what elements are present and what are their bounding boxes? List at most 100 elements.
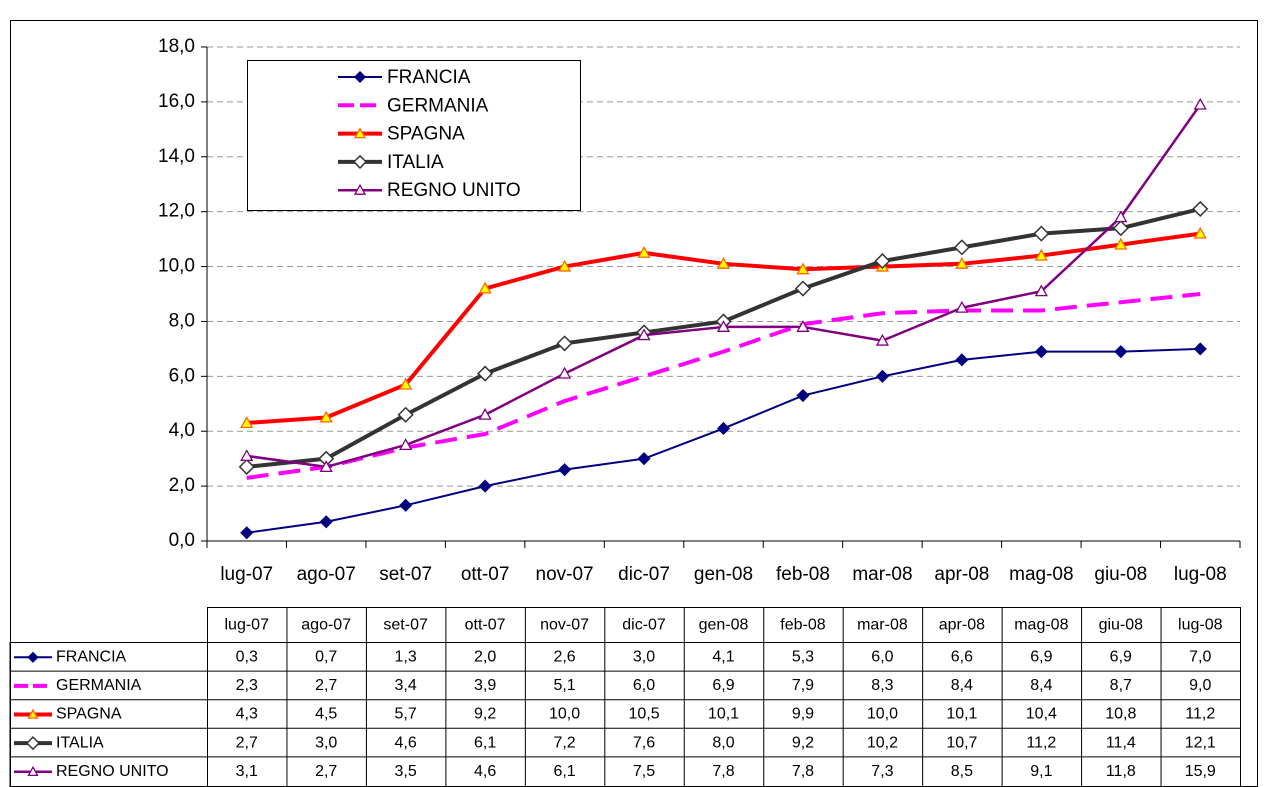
data-point: [796, 388, 810, 403]
table-cell: 7,8: [792, 763, 814, 780]
table-cell: 10,5: [628, 706, 659, 723]
y-tick-label: 8,0: [169, 310, 195, 331]
table-header: lug-08: [1178, 617, 1223, 634]
table-cell: 11,2: [1026, 734, 1056, 751]
data-point: [556, 335, 573, 352]
y-tick-label: 16,0: [158, 91, 195, 112]
data-point: [477, 365, 494, 382]
table-cell: 10,7: [946, 734, 977, 751]
data-point: [875, 333, 890, 346]
legend-label: ITALIA: [387, 152, 444, 173]
legend-label: SPAGNA: [387, 124, 465, 145]
table-cell: 7,5: [633, 763, 655, 780]
chart-frame: [10, 20, 1258, 787]
table-cell: 6,0: [633, 677, 655, 694]
x-tick-label: mag-08: [1009, 564, 1073, 585]
y-tick-label: 2,0: [169, 475, 195, 496]
data-point: [1192, 200, 1209, 217]
table-cell: 9,2: [474, 706, 496, 723]
legend-label: GERMANIA: [387, 95, 489, 116]
table-header: gen-08: [699, 617, 749, 634]
x-tick-label: feb-08: [776, 564, 830, 585]
data-point: [319, 410, 333, 423]
data-point: [953, 239, 970, 256]
table-legend-marker: [25, 736, 41, 751]
legend-marker: [353, 183, 367, 195]
data-point: [955, 353, 969, 367]
data-point: [557, 366, 572, 379]
data-point: [637, 452, 651, 466]
table-cell: 9,2: [792, 734, 814, 751]
table-cell: 4,5: [315, 706, 337, 723]
data-point: [319, 515, 333, 529]
data-point: [875, 369, 889, 383]
table-cell: 2,7: [315, 677, 337, 694]
y-tick-label: 6,0: [169, 365, 195, 386]
table-cell: 7,9: [792, 677, 814, 694]
data-point: [716, 320, 731, 332]
table-header: mag-08: [1014, 617, 1068, 634]
table-cell: 2,7: [236, 734, 258, 751]
table-cell: 9,9: [792, 706, 814, 723]
x-tick-label: apr-08: [934, 564, 989, 585]
data-point: [240, 449, 254, 461]
legend-marker: [352, 154, 368, 169]
data-point: [399, 498, 413, 512]
data-point: [478, 281, 492, 294]
data-point: [399, 438, 413, 450]
table-cell: 6,9: [1030, 649, 1052, 666]
table-cell: 6,9: [1110, 649, 1132, 666]
data-point: [238, 458, 255, 475]
table-header: set-07: [383, 617, 428, 634]
data-point: [794, 280, 812, 297]
data-point: [558, 463, 572, 477]
data-point: [397, 406, 414, 423]
table-cell: 3,0: [315, 734, 337, 751]
table-cell: 2,6: [553, 649, 575, 666]
data-point: [478, 407, 492, 420]
data-point: [1034, 345, 1048, 359]
data-point: [1193, 226, 1207, 239]
table-cell: 0,7: [315, 649, 337, 666]
data-point: [637, 245, 651, 258]
table-cell: 11,4: [1106, 734, 1136, 751]
data-point: [1112, 220, 1129, 237]
y-tick-label: 14,0: [158, 146, 195, 167]
x-tick-label: lug-07: [220, 564, 273, 585]
table-cell: 10,1: [946, 706, 977, 723]
table-cell: 2,3: [236, 677, 258, 694]
legend-label: REGNO UNITO: [387, 180, 521, 201]
y-tick-label: 18,0: [158, 36, 195, 57]
table-cell: 7,6: [633, 734, 655, 751]
data-point: [319, 460, 333, 472]
table-cell: 9,0: [1189, 677, 1211, 694]
table-row-label: FRANCIA: [56, 649, 127, 666]
table-header: nov-07: [540, 617, 589, 634]
table-cell: 4,3: [236, 706, 258, 723]
table-cell: 8,4: [1030, 677, 1052, 694]
table-cell: 3,9: [474, 677, 496, 694]
table-cell: 7,8: [712, 763, 734, 780]
data-point: [1193, 342, 1207, 356]
data-point: [1034, 284, 1048, 297]
table-cell: 15,9: [1185, 763, 1216, 780]
table-cell: 8,5: [951, 763, 973, 780]
table-cell: 6,1: [553, 763, 575, 780]
table-cell: 4,6: [474, 763, 496, 780]
y-tick-label: 4,0: [169, 420, 195, 441]
data-point: [796, 262, 810, 275]
table-header: dic-07: [622, 617, 666, 634]
x-tick-label: ago-07: [297, 564, 356, 585]
data-point: [399, 377, 413, 390]
data-point: [1114, 345, 1128, 359]
table-header: feb-08: [780, 617, 825, 634]
data-point: [240, 526, 254, 540]
table-cell: 8,3: [871, 677, 893, 694]
table-header: lug-07: [224, 617, 269, 634]
x-tick-label: lug-08: [1174, 564, 1227, 585]
table-cell: 9,1: [1030, 763, 1052, 780]
table-cell: 3,4: [395, 677, 417, 694]
data-point: [240, 416, 254, 429]
table-cell: 10,0: [549, 706, 580, 723]
